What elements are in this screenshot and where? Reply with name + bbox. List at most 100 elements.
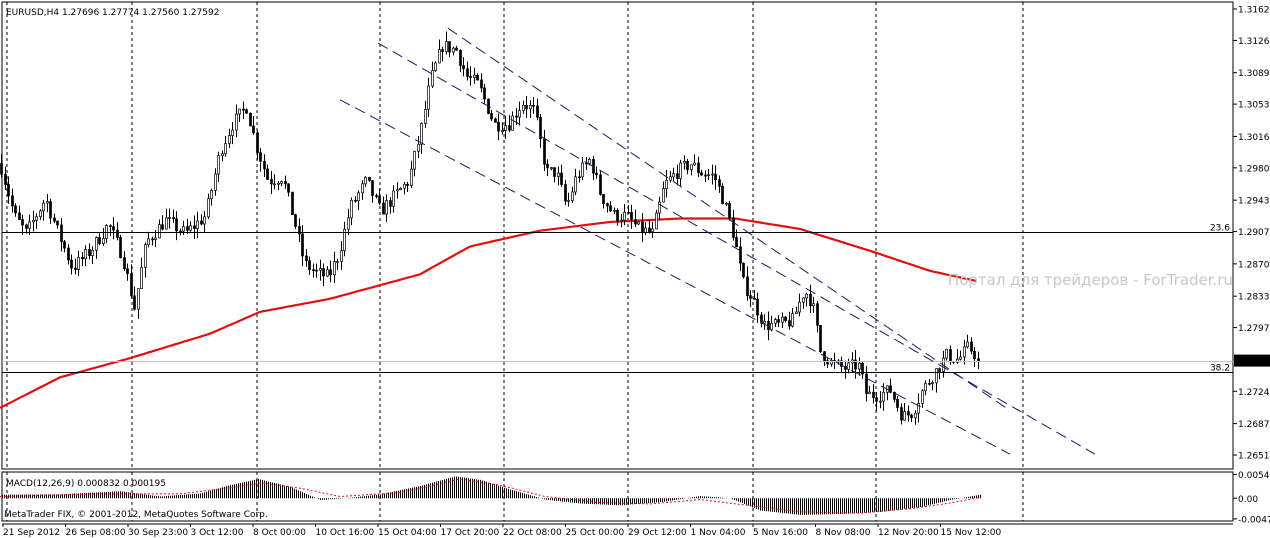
candle-body (46, 201, 49, 204)
candle-body (690, 164, 693, 170)
price-tick-label: 1.26870 (1238, 420, 1270, 430)
candle-body (865, 373, 868, 395)
candle-body (641, 221, 644, 234)
candle-body (343, 228, 346, 252)
candle-body (144, 244, 147, 268)
candle-body (329, 269, 332, 276)
candle-body (413, 150, 416, 170)
candle-body (200, 220, 203, 225)
candle-body (613, 209, 616, 212)
time-tick-label: 8 Oct 00:00 (253, 528, 306, 538)
candle-body (385, 200, 388, 215)
candle-body (459, 49, 462, 66)
candle-body (847, 362, 850, 370)
candle-body (284, 181, 287, 185)
candle-body (868, 391, 871, 395)
time-tick-label: 30 Sep 23:00 (128, 528, 188, 538)
candle-body (809, 293, 812, 307)
price-tick-label: 1.31260 (1238, 37, 1270, 47)
candle-body (602, 194, 605, 204)
candle-body (112, 226, 115, 231)
candle-body (245, 109, 248, 114)
candle-body (879, 400, 882, 403)
candle-body (917, 403, 920, 414)
candles-layer (0, 31, 980, 425)
candle-body (403, 183, 406, 189)
candle-body (872, 391, 875, 398)
candle-body (655, 212, 658, 230)
candle-body (679, 162, 682, 179)
candle-body (746, 276, 749, 296)
candle-body (896, 398, 899, 408)
candle-body (742, 262, 745, 278)
candle-body (231, 129, 234, 136)
candle-body (410, 168, 413, 186)
candle-body (875, 397, 878, 402)
candle-body (637, 221, 640, 225)
candle-body (658, 201, 661, 214)
candle-body (378, 195, 381, 204)
macd-tick-label: 0.00 (1238, 495, 1258, 505)
candle-body (739, 246, 742, 264)
candle-body (291, 191, 294, 216)
candle-body (60, 224, 63, 243)
candle-body (77, 256, 80, 270)
candle-body (14, 205, 17, 214)
candle-body (196, 220, 199, 229)
candle-body (102, 238, 105, 244)
candle-body (697, 162, 700, 174)
candle-body (214, 173, 217, 191)
candle-body (172, 217, 175, 220)
candle-body (672, 173, 675, 178)
candle-body (763, 320, 766, 324)
candle-body (49, 201, 52, 219)
candle-body (350, 199, 353, 219)
price-tick-label: 1.29800 (1238, 164, 1270, 174)
candle-body (238, 108, 241, 115)
time-tick-label: 21 Sep 2012 (3, 528, 60, 538)
candle-body (98, 237, 101, 244)
candle-body (67, 247, 70, 261)
candle-body (616, 209, 619, 222)
candle-body (182, 226, 185, 232)
candle-body (522, 104, 525, 111)
candle-body (683, 161, 686, 164)
overlay-layer: 23.6 38.2 (2, 27, 1233, 455)
candle-body (571, 191, 574, 201)
candle-body (651, 228, 654, 233)
watermark: Портал для трейдеров - ForTrader.ru (948, 271, 1233, 289)
candle-body (123, 257, 126, 269)
candle-body (854, 359, 857, 370)
candle-body (399, 187, 402, 190)
candle-body (564, 184, 567, 202)
candle-body (543, 138, 546, 165)
candle-body (186, 226, 189, 231)
price-tick-label: 1.28330 (1238, 293, 1270, 303)
candle-body (392, 190, 395, 207)
candle-body (970, 341, 973, 352)
candle-body (249, 112, 252, 127)
candle-body (956, 358, 959, 363)
candle-body (116, 229, 119, 238)
candle-body (718, 179, 721, 187)
candle-body (945, 349, 948, 359)
candle-body (434, 62, 437, 71)
candle-body (914, 412, 917, 419)
candle-body (504, 125, 507, 131)
candle-body (609, 205, 612, 212)
candle-body (735, 237, 738, 248)
candle-body (119, 237, 122, 258)
candle-body (179, 230, 182, 233)
candle-body (70, 259, 73, 269)
candle-body (539, 116, 542, 140)
candle-body (882, 391, 885, 402)
candle-body (63, 241, 66, 249)
price-tick-label: 1.27970 (1238, 324, 1270, 334)
candle-body (158, 224, 161, 239)
channel-line (377, 42, 1096, 455)
candle-body (798, 301, 801, 313)
price-tick-label: 1.29070 (1238, 228, 1270, 238)
candle-body (893, 391, 896, 400)
candle-body (140, 267, 143, 289)
